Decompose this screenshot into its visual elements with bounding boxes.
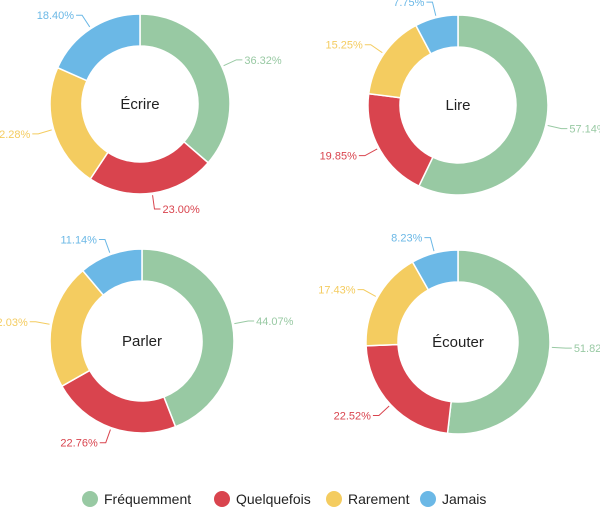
donut-parler: 44.07% 22.76% 22.03% 11.14% Parler: [0, 235, 294, 450]
donut-ecrire: 36.32% 23.00% 22.28% 18.40% Écrire: [0, 10, 282, 216]
data-label-parler-frequemment: 44.07%: [256, 316, 294, 328]
data-label-ecouter-quelquefois: 22.52%: [334, 411, 372, 423]
leader-line-ecrire-frequemment: [223, 59, 243, 67]
leader-line-lire-quelquefois: [358, 148, 378, 157]
donut-title-ecrire: Écrire: [120, 96, 159, 113]
leader-line-parler-frequemment: [234, 320, 255, 325]
slice-ecouter-frequemment[interactable]: [446, 249, 551, 435]
legend-label-quelquefois: Quelquefois: [236, 491, 311, 507]
data-label-ecouter-jamais: 8.23%: [391, 233, 422, 245]
legend-item-frequemment[interactable]: Fréquemment: [82, 491, 191, 507]
legend-swatch-rarement: [326, 491, 342, 507]
legend-label-jamais: Jamais: [442, 491, 486, 507]
data-label-parler-jamais: 11.14%: [60, 235, 97, 247]
leader-line-parler-rarement: [29, 321, 50, 325]
data-label-ecrire-rarement: 22.28%: [0, 129, 30, 141]
slice-parler-quelquefois[interactable]: [60, 369, 177, 434]
legend-label-rarement: Rarement: [348, 491, 410, 507]
leader-line-parler-quelquefois: [99, 429, 111, 444]
data-label-lire-quelquefois: 19.85%: [320, 151, 358, 163]
data-label-lire-rarement: 15.25%: [325, 40, 363, 52]
leader-line-ecouter-rarement: [357, 289, 377, 297]
data-label-ecrire-frequemment: 36.32%: [244, 55, 282, 67]
slice-ecrire-jamais[interactable]: [56, 13, 141, 82]
data-label-ecouter-rarement: 17.43%: [318, 285, 356, 297]
donut-ecouter: 51.82% 22.52% 17.43% 8.23% Écouter: [318, 233, 600, 435]
data-label-ecouter-frequemment: 51.82%: [574, 343, 600, 355]
leader-line-lire-rarement: [364, 44, 383, 54]
slice-ecouter-quelquefois[interactable]: [365, 343, 452, 435]
slice-lire-frequemment[interactable]: [417, 14, 549, 196]
leader-line-lire-frequemment: [547, 124, 568, 130]
slice-ecrire-frequemment[interactable]: [139, 13, 231, 164]
leader-line-ecouter-jamais: [424, 237, 435, 252]
legend-swatch-jamais: [420, 491, 436, 507]
leader-line-ecrire-quelquefois: [152, 195, 161, 210]
data-label-ecrire-quelquefois: 23.00%: [162, 204, 200, 216]
legend-item-quelquefois[interactable]: Quelquefois: [214, 491, 311, 507]
leader-line-ecrire-rarement: [32, 129, 52, 135]
data-label-lire-frequemment: 57.14%: [569, 124, 600, 136]
leader-line-ecouter-quelquefois: [372, 405, 390, 417]
data-label-ecrire-jamais: 18.40%: [37, 10, 75, 22]
data-label-lire-jamais: 7.75%: [393, 0, 424, 9]
donut-grid: 36.32% 23.00% 22.28% 18.40% Écrire 57.14% 19.8…: [0, 0, 600, 450]
legend-label-frequemment: Fréquemment: [104, 491, 191, 507]
legend-swatch-quelquefois: [214, 491, 230, 507]
legend-swatch-frequemment: [82, 491, 98, 507]
slice-parler-rarement[interactable]: [49, 269, 105, 388]
slice-lire-quelquefois[interactable]: [367, 92, 434, 188]
legend-item-jamais[interactable]: Jamais: [420, 491, 486, 507]
slice-lire-jamais[interactable]: [414, 14, 459, 55]
legend: Fréquemment Quelquefois Rarement Jamais: [82, 491, 486, 507]
leader-line-ecrire-jamais: [76, 14, 91, 28]
donut-lire: 57.14% 19.85% 15.25% 7.75% Lire: [320, 0, 600, 196]
slice-parler-jamais[interactable]: [81, 248, 143, 297]
slice-ecouter-jamais[interactable]: [411, 249, 459, 291]
leader-line-ecouter-frequemment: [551, 346, 572, 349]
donut-title-ecouter: Écouter: [432, 334, 484, 351]
legend-item-rarement[interactable]: Rarement: [326, 491, 410, 507]
donut-title-lire: Lire: [445, 97, 470, 114]
donut-title-parler: Parler: [122, 333, 162, 350]
slice-ecrire-quelquefois[interactable]: [89, 140, 210, 195]
data-label-parler-rarement: 22.03%: [0, 317, 28, 329]
leader-line-parler-jamais: [98, 239, 111, 253]
data-label-parler-quelquefois: 22.76%: [60, 438, 98, 450]
leader-line-lire-jamais: [426, 1, 437, 16]
slice-parler-frequemment[interactable]: [141, 248, 235, 428]
slice-ecrire-rarement[interactable]: [49, 66, 109, 181]
